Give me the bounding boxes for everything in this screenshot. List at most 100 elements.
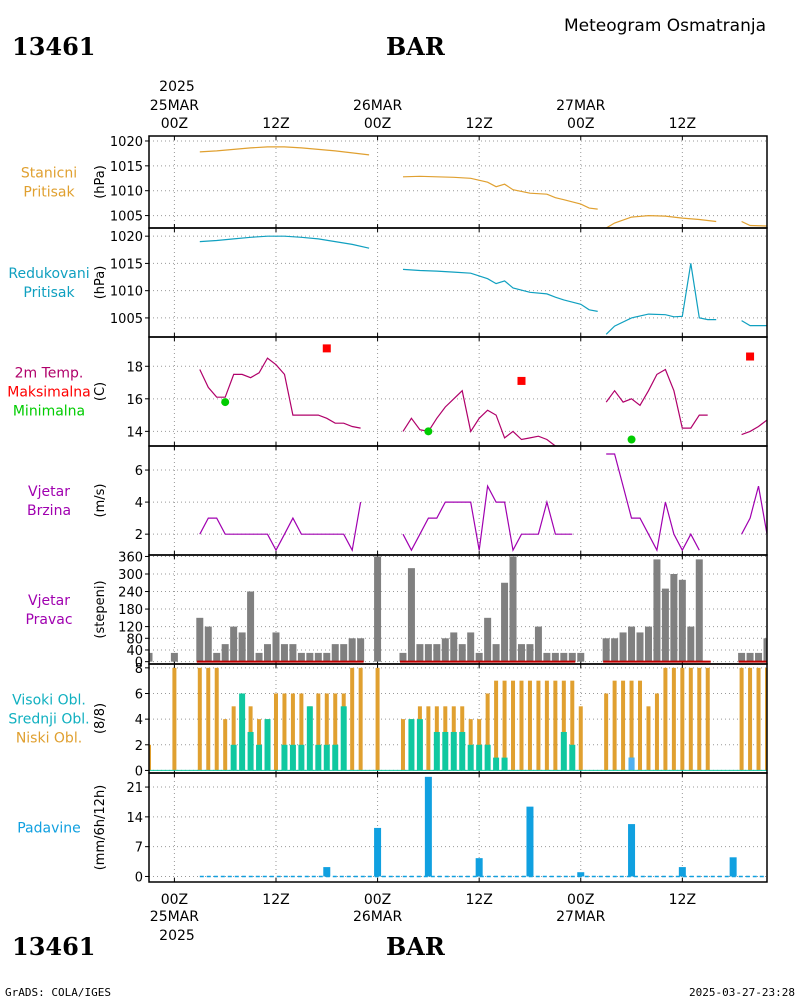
mid-cloud-bar [332, 744, 339, 771]
y-tick-label: 14 [126, 811, 143, 826]
meteogram-title: Meteogram Osmatranja [564, 16, 766, 36]
direction-bar [348, 638, 356, 662]
low-cloud-bar [697, 667, 702, 771]
direction-bar [374, 556, 382, 662]
low-cloud-bar [375, 667, 380, 771]
panel-label: Brzina [27, 503, 71, 519]
panel-temperatura: 14 16 18 (C) 2m Temp. Maksimalna Minimalna [7, 336, 768, 447]
low-cloud-bar [748, 667, 753, 771]
direction-bar [213, 652, 221, 662]
low-cloud-bar [290, 693, 295, 771]
y-axis-label: (hPa) [93, 165, 108, 199]
direction-bar [611, 638, 619, 662]
y-tick-label: 120 [118, 621, 143, 636]
high-cloud-bar [628, 757, 635, 771]
y-tick-label: 240 [118, 586, 143, 601]
low-cloud-bar [282, 693, 287, 771]
series-line [402, 484, 573, 553]
direction-bar [678, 579, 686, 662]
low-cloud-bar [654, 693, 659, 771]
bottom-date-label: 27MAR [556, 909, 605, 925]
top-date-label: 27MAR [556, 98, 605, 114]
station-id-top: 13461 [12, 32, 96, 61]
mid-cloud-bar [569, 744, 576, 771]
y-tick-label: 16 [126, 393, 143, 408]
mid-cloud-bar [315, 744, 322, 771]
low-cloud-bar [527, 680, 532, 771]
direction-bar [230, 626, 238, 662]
y-tick-label: 2 [135, 528, 143, 543]
mid-cloud-bar [281, 744, 288, 771]
direction-bar [763, 638, 767, 662]
mid-cloud-bar [560, 731, 567, 771]
panel-oblacnost: 0 2 4 6 8 (8/8) Visoki Obl. Srednji Obl. Niski O… [8, 662, 786, 779]
low-cloud-bar [756, 667, 761, 771]
low-cloud-bar [544, 680, 549, 771]
direction-bar [577, 652, 585, 662]
min-temp-point [221, 398, 230, 407]
low-cloud-bar [671, 667, 676, 771]
panel-label: Pritisak [23, 185, 75, 201]
low-cloud-bar [149, 744, 151, 771]
mid-cloud-bar [408, 719, 415, 771]
mid-cloud-bar [484, 744, 491, 771]
station-name-bottom: BAR [386, 932, 446, 961]
y-tick-label: 6 [135, 464, 143, 479]
y-tick-label: 7 [135, 841, 143, 856]
mid-cloud-bar [298, 744, 305, 771]
low-cloud-bar [663, 667, 668, 771]
top-date-label: 25MAR [150, 98, 199, 114]
min-temp-point [627, 435, 636, 444]
panel-label: Padavine [17, 821, 81, 837]
top-hour-label: 00Z [161, 116, 188, 132]
series-line [606, 453, 700, 553]
bottom-hour-label: 12Z [465, 892, 492, 908]
low-cloud-bar [765, 667, 767, 771]
direction-bar [644, 626, 652, 662]
low-cloud-bar [553, 680, 558, 771]
low-cloud-bar [400, 719, 405, 771]
direction-bar [170, 652, 178, 662]
series-line [741, 485, 767, 536]
panel-label: 2m Temp. [15, 366, 84, 382]
low-cloud-bar [782, 668, 786, 771]
direction-bar [331, 644, 339, 662]
direction-bar [441, 638, 449, 662]
panel-frame [148, 445, 768, 556]
bottom-date-label: 25MAR [150, 909, 199, 925]
max-temp-point [322, 344, 331, 353]
direction-bar [280, 644, 288, 662]
plot-area [199, 344, 767, 446]
y-axis-label: (stepeni) [93, 580, 108, 638]
y-tick-label: 1020 [110, 230, 143, 245]
y-tick-label: 1015 [110, 160, 143, 175]
direction-bar [636, 632, 644, 662]
direction-bar [450, 632, 458, 662]
precip-bar [323, 867, 331, 877]
low-cloud-bar [646, 706, 651, 771]
low-cloud-bar [705, 667, 710, 771]
panel-label: Pritisak [23, 285, 75, 301]
direction-bar [247, 591, 255, 662]
bottom-year-label: 2025 [159, 928, 195, 944]
direction-bar [314, 652, 322, 662]
direction-bar [424, 644, 432, 662]
mid-cloud-bar [416, 719, 423, 771]
direction-bar [653, 559, 661, 662]
direction-bar [509, 556, 517, 662]
precip-bar [526, 806, 534, 877]
direction-bar [501, 582, 509, 662]
y-axis-label: (mm/6h/12h) [93, 785, 108, 871]
series-line [605, 368, 708, 429]
low-cloud-bar [621, 680, 626, 771]
series-line [605, 214, 717, 228]
plot-area [199, 776, 767, 878]
y-tick-label: 6 [135, 687, 143, 702]
panel-label: Niski Obl. [16, 731, 82, 747]
min-temp-point [424, 427, 433, 436]
direction-bar [399, 652, 407, 662]
precip-bar [374, 827, 382, 877]
